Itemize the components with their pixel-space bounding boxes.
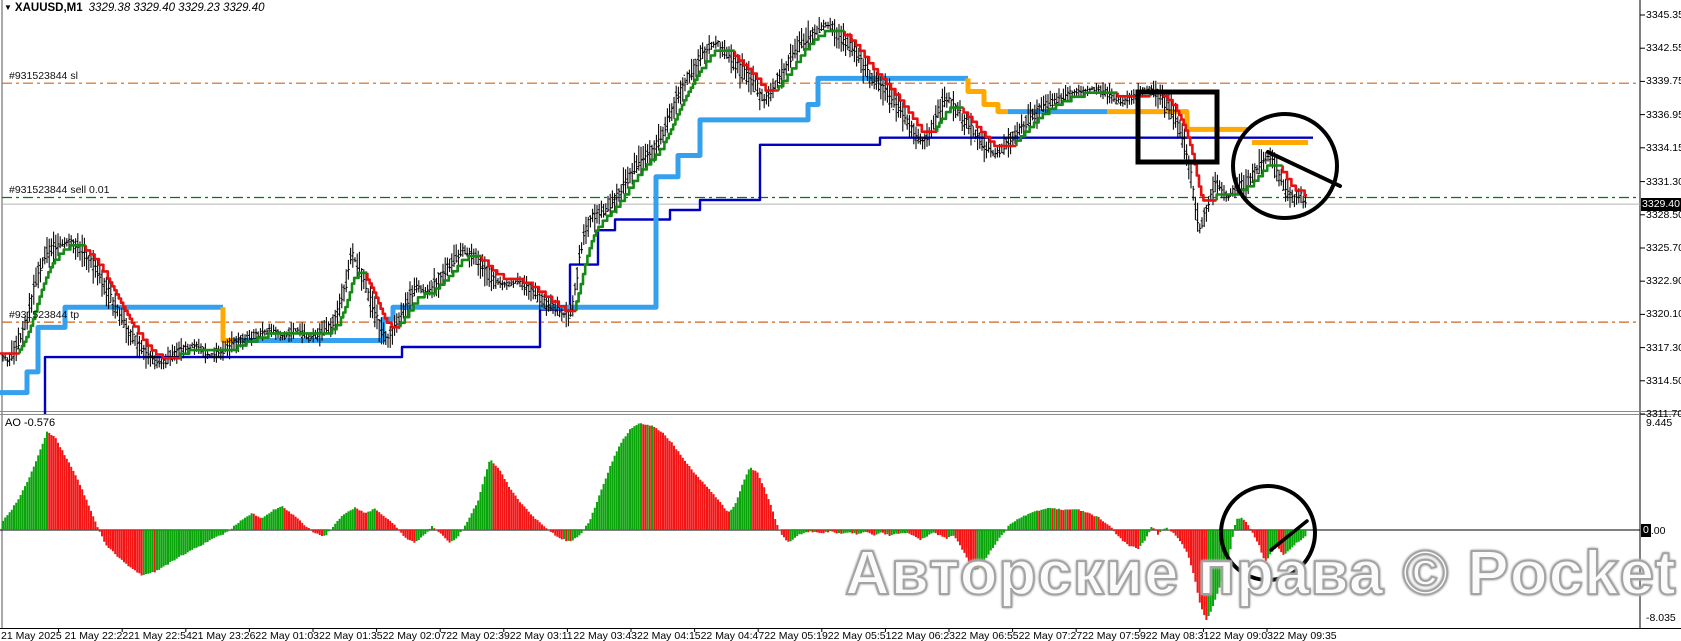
time-axis-label: 22 May 03:11 xyxy=(509,630,573,641)
trend-stop-line xyxy=(0,29,1307,360)
time-axis-label: 22 May 01:03 xyxy=(255,630,320,641)
time-axis-label: 22 May 06:55 xyxy=(955,630,1019,641)
price-axis-label: 3314.50 xyxy=(1646,374,1681,387)
drawing-annotations[interactable] xyxy=(1135,89,1342,582)
collapse-arrow-icon[interactable]: ▼ xyxy=(4,3,12,12)
time-axis-label: 22 May 04:47 xyxy=(700,630,765,641)
price-axis-label: 3342.55 xyxy=(1646,42,1681,55)
time-axis-label: 22 May 02:39 xyxy=(446,630,510,641)
price-axis-label: 3331.30 xyxy=(1646,175,1681,188)
time-axis-label: 22 May 04:15 xyxy=(637,630,701,641)
time-axis-label: 22 May 09:35 xyxy=(1273,630,1337,641)
time-axis-label: 22 May 08:31 xyxy=(1145,630,1210,641)
ao-scale-zero: 0.00 xyxy=(1641,524,1666,537)
time-axis-label: 22 May 07:59 xyxy=(1082,630,1146,641)
indicator-step-lines xyxy=(0,75,1313,414)
ao-scale-top: 9.445 xyxy=(1646,417,1673,429)
price-axis-label: 3334.15 xyxy=(1646,141,1681,154)
chart-title: ▼ XAUUSD,M1 3329.38 3329.40 3329.23 3329.4… xyxy=(4,2,265,14)
time-axis-label: 22 May 05:19 xyxy=(764,630,828,641)
price-axis-label: 3320.10 xyxy=(1646,308,1681,321)
ao-scale-bottom: -8.035 xyxy=(1646,612,1676,624)
time-axis-label: 22 May 05:51 xyxy=(827,630,892,641)
price-axis-label: 3325.70 xyxy=(1646,241,1681,254)
time-axis-label: 22 May 07:27 xyxy=(1018,630,1083,641)
time-axis-label: 21 May 22:54 xyxy=(128,630,192,641)
ohlc-values: 3329.38 3329.40 3329.23 3329.40 xyxy=(88,2,265,14)
awesome-oscillator-histogram xyxy=(2,423,1307,620)
ao-indicator-label: AO -0.576 xyxy=(5,417,56,429)
price-axis-label: 3317.30 xyxy=(1646,341,1681,354)
order-sell-label: #931523844 sell 0.01 xyxy=(9,184,110,196)
time-axis-label: 21 May 23:26 xyxy=(191,630,256,641)
order-tp-label: #931523844 tp xyxy=(9,309,80,321)
time-axis-label: 22 May 01:35 xyxy=(319,630,383,641)
price-axis-label: 3339.75 xyxy=(1646,75,1681,88)
symbol-timeframe: XAUUSD,M1 xyxy=(14,2,83,14)
time-axis-label: 22 May 06:23 xyxy=(891,630,956,641)
time-axis-label: 22 May 09:03 xyxy=(1209,630,1274,641)
price-axis-label: 3328.50 xyxy=(1646,208,1681,221)
time-axis-label: 22 May 03:43 xyxy=(573,630,638,641)
time-axis-label: 21 May 2025 xyxy=(1,630,62,641)
axis-ticks xyxy=(58,14,1645,632)
time-axis-label: 22 May 02:07 xyxy=(382,630,447,641)
price-axis-label: 3311.70 xyxy=(1646,407,1681,420)
price-axis-label: 3336.95 xyxy=(1646,108,1681,121)
price-axis-label: 3322.90 xyxy=(1646,275,1681,288)
current-price-tag: 3329.40 xyxy=(1641,197,1681,211)
order-level-lines[interactable] xyxy=(2,82,1640,323)
time-axis-label: 21 May 22:22 xyxy=(64,630,129,641)
order-sl-label: #931523844 sl xyxy=(9,70,78,82)
price-axis-label: 3345.35 xyxy=(1646,9,1681,21)
